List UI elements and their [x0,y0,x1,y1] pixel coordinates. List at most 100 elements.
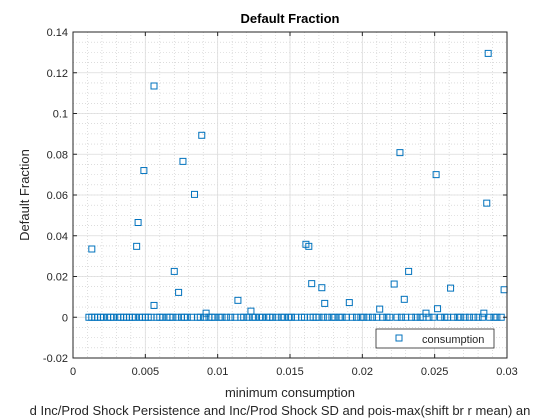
data-point [244,313,252,321]
data-point [198,131,206,139]
data-point [474,313,482,321]
data-point [324,313,332,321]
x-axis-label: minimum consumption [225,385,355,400]
x-tick-label: 0.005 [132,366,160,378]
data-point [470,313,478,321]
data-point [331,313,339,321]
data-point [368,313,376,321]
data-point [133,242,141,250]
data-point [412,313,420,321]
data-point [131,313,139,321]
data-point [251,313,259,321]
data-point [159,313,167,321]
data-point [408,313,416,321]
data-point [405,267,413,275]
data-point [465,313,473,321]
x-tick-label: 0.03 [496,366,517,378]
data-point [287,313,295,321]
legend: consumption [375,328,495,349]
data-point [88,245,96,253]
y-tick-label: 0.08 [47,149,68,161]
data-point [269,313,277,321]
data-point [400,295,408,303]
data-point [318,284,326,292]
data-point [353,313,361,321]
y-axis-label: Default Fraction [17,149,32,241]
figure-caption: d Inc/Prod Shock Persistence and Inc/Pro… [30,403,531,418]
data-point [134,219,142,227]
data-point [308,280,316,288]
y-tick-label: 0.06 [47,190,68,202]
data-point [348,313,356,321]
data-point [429,313,437,321]
x-tick-label: 0.025 [421,366,449,378]
data-points [85,49,508,321]
data-point [305,242,313,250]
data-point [345,299,353,307]
chart-title: Default Fraction [241,11,340,26]
data-point [376,305,384,313]
x-tick-label: 0.01 [207,366,228,378]
data-point [436,313,444,321]
data-point [457,313,465,321]
data-point [386,313,394,321]
data-point [338,313,346,321]
data-point [434,305,442,313]
data-point [360,313,368,321]
data-point [319,313,327,321]
data-point [379,313,387,321]
x-axis-ticks: 0 0.005 0.01 0.015 0.02 0.025 0.03 [70,32,518,378]
legend-label: consumption [422,334,484,346]
data-point [397,313,405,321]
data-point [227,313,235,321]
data-point [432,171,440,179]
data-point [321,299,329,307]
data-point [480,309,488,317]
y-tick-label: 0 [62,312,68,324]
data-point [425,313,433,321]
data-point [396,149,404,157]
y-tick-label: 0.04 [47,231,68,243]
data-point [449,313,457,321]
data-point [390,280,398,288]
x-tick-label: 0.02 [352,366,373,378]
data-point [240,313,248,321]
legend-marker [395,334,403,342]
data-point [461,313,469,321]
data-point [364,313,372,321]
data-point [315,313,323,321]
grid [72,31,508,359]
y-tick-label: 0.12 [47,68,68,80]
data-point [493,313,501,321]
y-tick-label: 0.14 [47,27,68,39]
data-point [259,313,267,321]
y-tick-label: 0.02 [47,272,68,284]
data-point [486,313,494,321]
data-point [183,313,191,321]
data-point [201,313,209,321]
data-point [169,313,177,321]
y-tick-label: 0.1 [53,109,68,121]
x-tick-label: 0 [70,366,76,378]
data-point [478,313,486,321]
y-tick-label: -0.02 [43,353,68,365]
data-point [483,199,491,207]
data-point [191,190,199,198]
data-point [173,313,181,321]
legend-box [375,328,495,349]
data-point [99,313,107,321]
data-point [484,49,492,57]
data-point [150,301,158,309]
data-point [196,313,204,321]
data-point [218,313,226,321]
data-point [110,313,118,321]
data-point [393,313,401,321]
data-point [447,284,455,292]
data-point [222,313,230,321]
data-point [211,313,219,321]
data-point [170,267,178,275]
data-point [140,167,148,175]
x-tick-label: 0.015 [276,366,304,378]
data-point [280,313,288,321]
